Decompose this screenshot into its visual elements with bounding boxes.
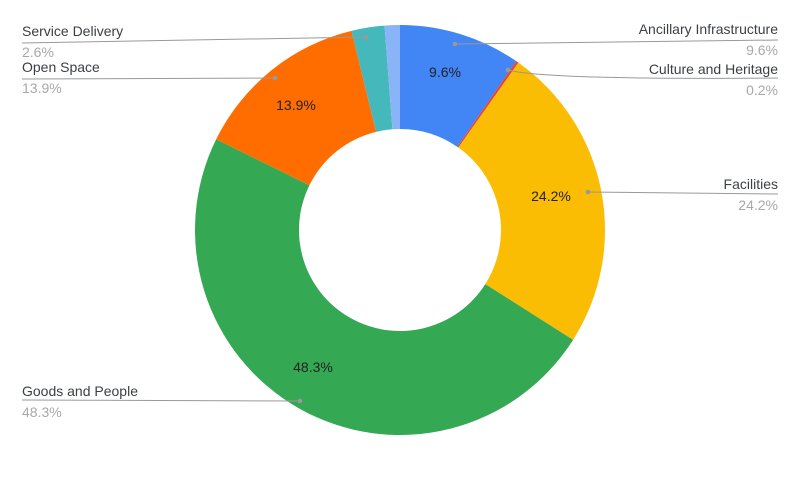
svg-text:24.2%: 24.2% [738,197,778,213]
svg-text:Ancillary Infrastructure: Ancillary Infrastructure [639,21,778,37]
svg-text:2.6%: 2.6% [22,44,54,60]
svg-text:Goods and People: Goods and People [22,383,138,399]
svg-text:Open Space: Open Space [22,59,100,75]
svg-text:24.2%: 24.2% [531,188,571,204]
svg-text:48.3%: 48.3% [293,359,333,375]
svg-text:13.9%: 13.9% [276,97,316,113]
svg-text:48.3%: 48.3% [22,404,62,420]
svg-text:0.2%: 0.2% [746,82,778,98]
svg-text:9.6%: 9.6% [429,64,461,80]
svg-text:Culture and Heritage: Culture and Heritage [649,61,778,77]
svg-text:Facilities: Facilities [724,176,778,192]
svg-text:13.9%: 13.9% [22,80,62,96]
svg-text:9.6%: 9.6% [746,42,778,58]
svg-text:Service Delivery: Service Delivery [22,23,123,39]
